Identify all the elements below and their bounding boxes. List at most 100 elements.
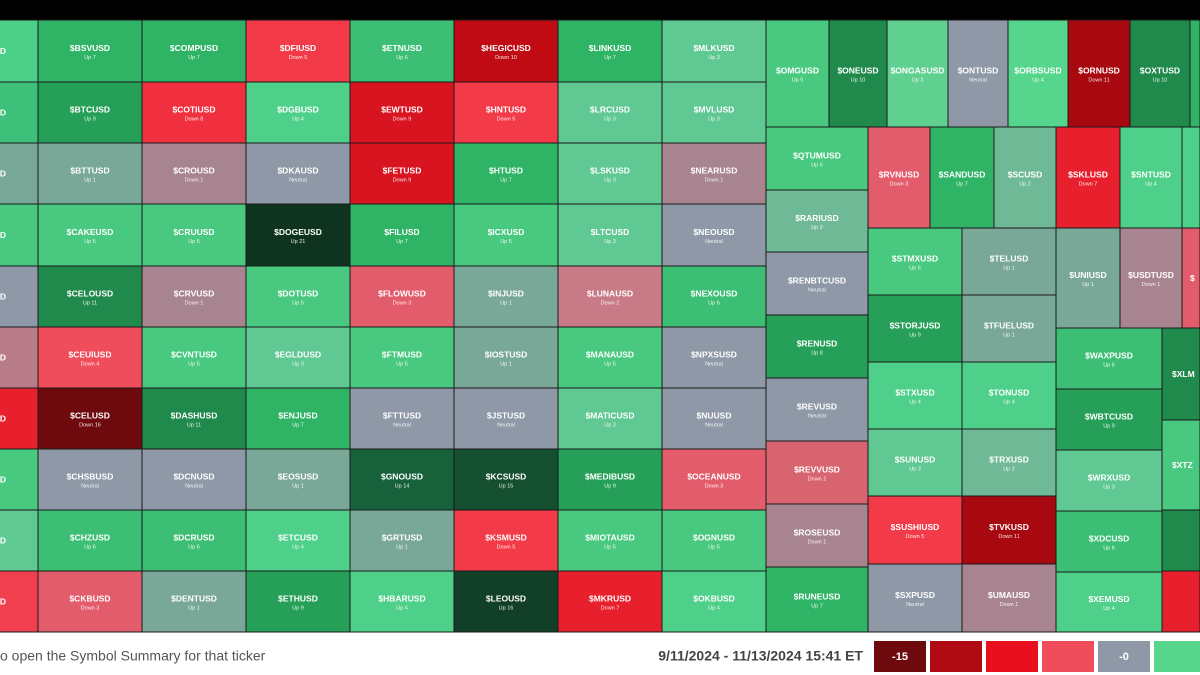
ticker-tile[interactable]: $GNOUSD Up 14 (349, 448, 455, 511)
ticker-tile[interactable]: $CELOUSD Up 11 (37, 265, 143, 328)
ticker-tile[interactable]: $XTZ (1161, 419, 1200, 511)
ticker-tile[interactable]: D (0, 203, 39, 267)
ticker-tile[interactable]: $QTUMUSD Up 5 (765, 126, 869, 191)
ticker-tile[interactable]: $ENJUSD Up 7 (245, 387, 351, 450)
ticker-tile[interactable]: $SANDUSD Up 7 (929, 126, 995, 229)
ticker-tile[interactable]: $ETHUSD Up 9 (245, 570, 351, 633)
ticker-tile[interactable]: D (0, 19, 39, 83)
ticker-tile[interactable]: D (0, 448, 39, 511)
ticker-tile[interactable]: $UMAUSD Down 1 (961, 563, 1057, 633)
ticker-tile[interactable]: $FLOWUSD Down 3 (349, 265, 455, 328)
ticker-tile[interactable]: $ETCUSD Up 4 (245, 509, 351, 572)
ticker-tile[interactable]: $EWTUSD Down 9 (349, 81, 455, 144)
ticker-tile[interactable]: $RENUSD Up 8 (765, 314, 869, 379)
ticker-tile[interactable]: $HTUSD Up 7 (453, 142, 559, 205)
ticker-tile[interactable]: $UNIUSD Up 1 (1055, 227, 1121, 329)
ticker-tile[interactable]: $IOSTUSD Up 1 (453, 326, 559, 389)
ticker-tile[interactable]: $LUNAUSD Down 2 (557, 265, 663, 328)
ticker-tile[interactable]: $FTMUSD Up 5 (349, 326, 455, 389)
ticker-tile[interactable]: $RARIUSD Up 2 (765, 189, 869, 253)
ticker-tile[interactable]: $FTTUSD Neutral (349, 387, 455, 450)
ticker-tile[interactable]: $KCSUSD Up 15 (453, 448, 559, 511)
ticker-tile[interactable]: $DENTUSD Up 1 (141, 570, 247, 633)
ticker-tile[interactable]: D (0, 81, 39, 144)
ticker-tile[interactable]: $CKBUSD Down 3 (37, 570, 143, 633)
ticker-tile[interactable]: $TELUSD Up 1 (961, 227, 1057, 296)
ticker-tile[interactable]: $CVNTUSD Up 5 (141, 326, 247, 389)
ticker-tile[interactable]: $LINKUSD Up 7 (557, 19, 663, 83)
ticker-tile[interactable]: $ORNUSD Down 11 (1067, 19, 1131, 128)
ticker-tile[interactable]: $DGBUSD Up 4 (245, 81, 351, 144)
ticker-tile[interactable]: $HBARUSD Up 4 (349, 570, 455, 633)
ticker-tile[interactable] (1181, 126, 1200, 229)
ticker-tile[interactable]: $MVLUSD Up 3 (661, 81, 767, 144)
ticker-tile[interactable]: D (0, 142, 39, 205)
ticker-tile[interactable]: $CRUUSD Up 5 (141, 203, 247, 267)
ticker-tile[interactable]: $SUNUSD Up 3 (867, 428, 963, 497)
ticker-tile[interactable]: $CEUIUSD Down 4 (37, 326, 143, 389)
ticker-tile[interactable]: $USDTUSD Down 1 (1119, 227, 1183, 329)
ticker-tile[interactable]: $WRXUSD Up 3 (1055, 449, 1163, 512)
ticker-tile[interactable]: $FILUSD Up 7 (349, 203, 455, 267)
ticker-tile[interactable]: $CHZUSD Up 6 (37, 509, 143, 572)
ticker-tile[interactable]: $DKAUSD Neutral (245, 142, 351, 205)
ticker-tile[interactable]: $BTCUSD Up 9 (37, 81, 143, 144)
ticker-tile[interactable]: $LRCUSD Up 3 (557, 81, 663, 144)
ticker-tile[interactable]: $LSKUSD Up 3 (557, 142, 663, 205)
ticker-tile[interactable]: $NEOUSD Neutral (661, 203, 767, 267)
ticker-tile[interactable]: $LEOUSD Up 16 (453, 570, 559, 633)
ticker-tile[interactable]: $RENBTCUSD Neutral (765, 251, 869, 316)
ticker-tile[interactable]: $XLM (1161, 327, 1200, 421)
ticker-tile[interactable]: $MANAUSD Up 5 (557, 326, 663, 389)
ticker-tile[interactable]: $XDCUSD Up 6 (1055, 510, 1163, 573)
ticker-tile[interactable]: $CROUSD Down 1 (141, 142, 247, 205)
ticker-tile[interactable]: $OXTUSD Up 10 (1129, 19, 1191, 128)
ticker-tile[interactable]: $MATICUSD Up 3 (557, 387, 663, 450)
ticker-tile[interactable]: $DOGEUSD Up 21 (245, 203, 351, 267)
ticker-tile[interactable]: $DOTUSD Up 5 (245, 265, 351, 328)
ticker-tile[interactable]: $SKLUSD Down 7 (1055, 126, 1121, 229)
ticker-tile[interactable]: $JSTUSD Neutral (453, 387, 559, 450)
ticker-tile[interactable]: D (0, 509, 39, 572)
ticker-tile[interactable]: $NEARUSD Down 1 (661, 142, 767, 205)
ticker-tile[interactable]: $SXPUSD Neutral (867, 563, 963, 633)
ticker-tile[interactable]: $BSVUSD Up 7 (37, 19, 143, 83)
ticker-tile[interactable]: $RUNEUSD Up 7 (765, 566, 869, 633)
ticker-tile[interactable]: $SCUSD Up 2 (993, 126, 1057, 229)
ticker-tile[interactable]: $CHSBUSD Neutral (37, 448, 143, 511)
ticker-tile[interactable] (1161, 570, 1200, 633)
ticker-tile[interactable]: $TFUELUSD Up 1 (961, 294, 1057, 363)
ticker-tile[interactable] (1161, 509, 1200, 572)
ticker-tile[interactable]: $EOSUSD Up 1 (245, 448, 351, 511)
ticker-tile[interactable]: D (0, 387, 39, 450)
ticker-tile[interactable]: $ONEUSD Up 10 (828, 19, 888, 128)
ticker-tile[interactable]: $STMXUSD Up 5 (867, 227, 963, 296)
ticker-tile[interactable]: $OKBUSD Up 4 (661, 570, 767, 633)
ticker-tile[interactable]: $ (1181, 227, 1200, 329)
ticker-tile[interactable]: $FETUSD Down 9 (349, 142, 455, 205)
ticker-tile[interactable]: $CELUSD Down 16 (37, 387, 143, 450)
ticker-tile[interactable]: $NEXOUSD Up 6 (661, 265, 767, 328)
ticker-tile[interactable]: $GRTUSD Up 1 (349, 509, 455, 572)
ticker-tile[interactable]: $WBTCUSD Up 9 (1055, 388, 1163, 451)
ticker-tile[interactable]: $DFIUSD Down 5 (245, 19, 351, 83)
ticker-tile[interactable]: $ROSEUSD Down 1 (765, 503, 869, 568)
ticker-tile[interactable]: $STXUSD Up 4 (867, 361, 963, 430)
ticker-tile[interactable]: $MEDIBUSD Up 9 (557, 448, 663, 511)
ticker-tile[interactable]: $DCRUSD Up 6 (141, 509, 247, 572)
ticker-tile[interactable]: $RVNUSD Down 3 (867, 126, 931, 229)
ticker-tile[interactable]: D (0, 326, 39, 389)
ticker-tile[interactable]: $TVKUSD Down 11 (961, 495, 1057, 565)
ticker-tile[interactable]: $XEMUSD Up 4 (1055, 571, 1163, 633)
ticker-tile[interactable]: $STORJUSD Up 9 (867, 294, 963, 363)
ticker-tile[interactable]: $MLKUSD Up 3 (661, 19, 767, 83)
ticker-tile[interactable]: $NPXSUSD Neutral (661, 326, 767, 389)
ticker-tile[interactable]: $WAXPUSD Up 6 (1055, 327, 1163, 390)
ticker-tile[interactable]: $COTIUSD Down 8 (141, 81, 247, 144)
ticker-tile[interactable]: $COMPUSD Up 7 (141, 19, 247, 83)
ticker-tile[interactable]: $TRXUSD Up 2 (961, 428, 1057, 497)
ticker-tile[interactable]: $REVVUSD Down 2 (765, 440, 869, 505)
ticker-tile[interactable]: $MKRUSD Down 7 (557, 570, 663, 633)
ticker-tile[interactable]: $SUSHIUSD Down 5 (867, 495, 963, 565)
ticker-tile[interactable]: D (0, 265, 39, 328)
